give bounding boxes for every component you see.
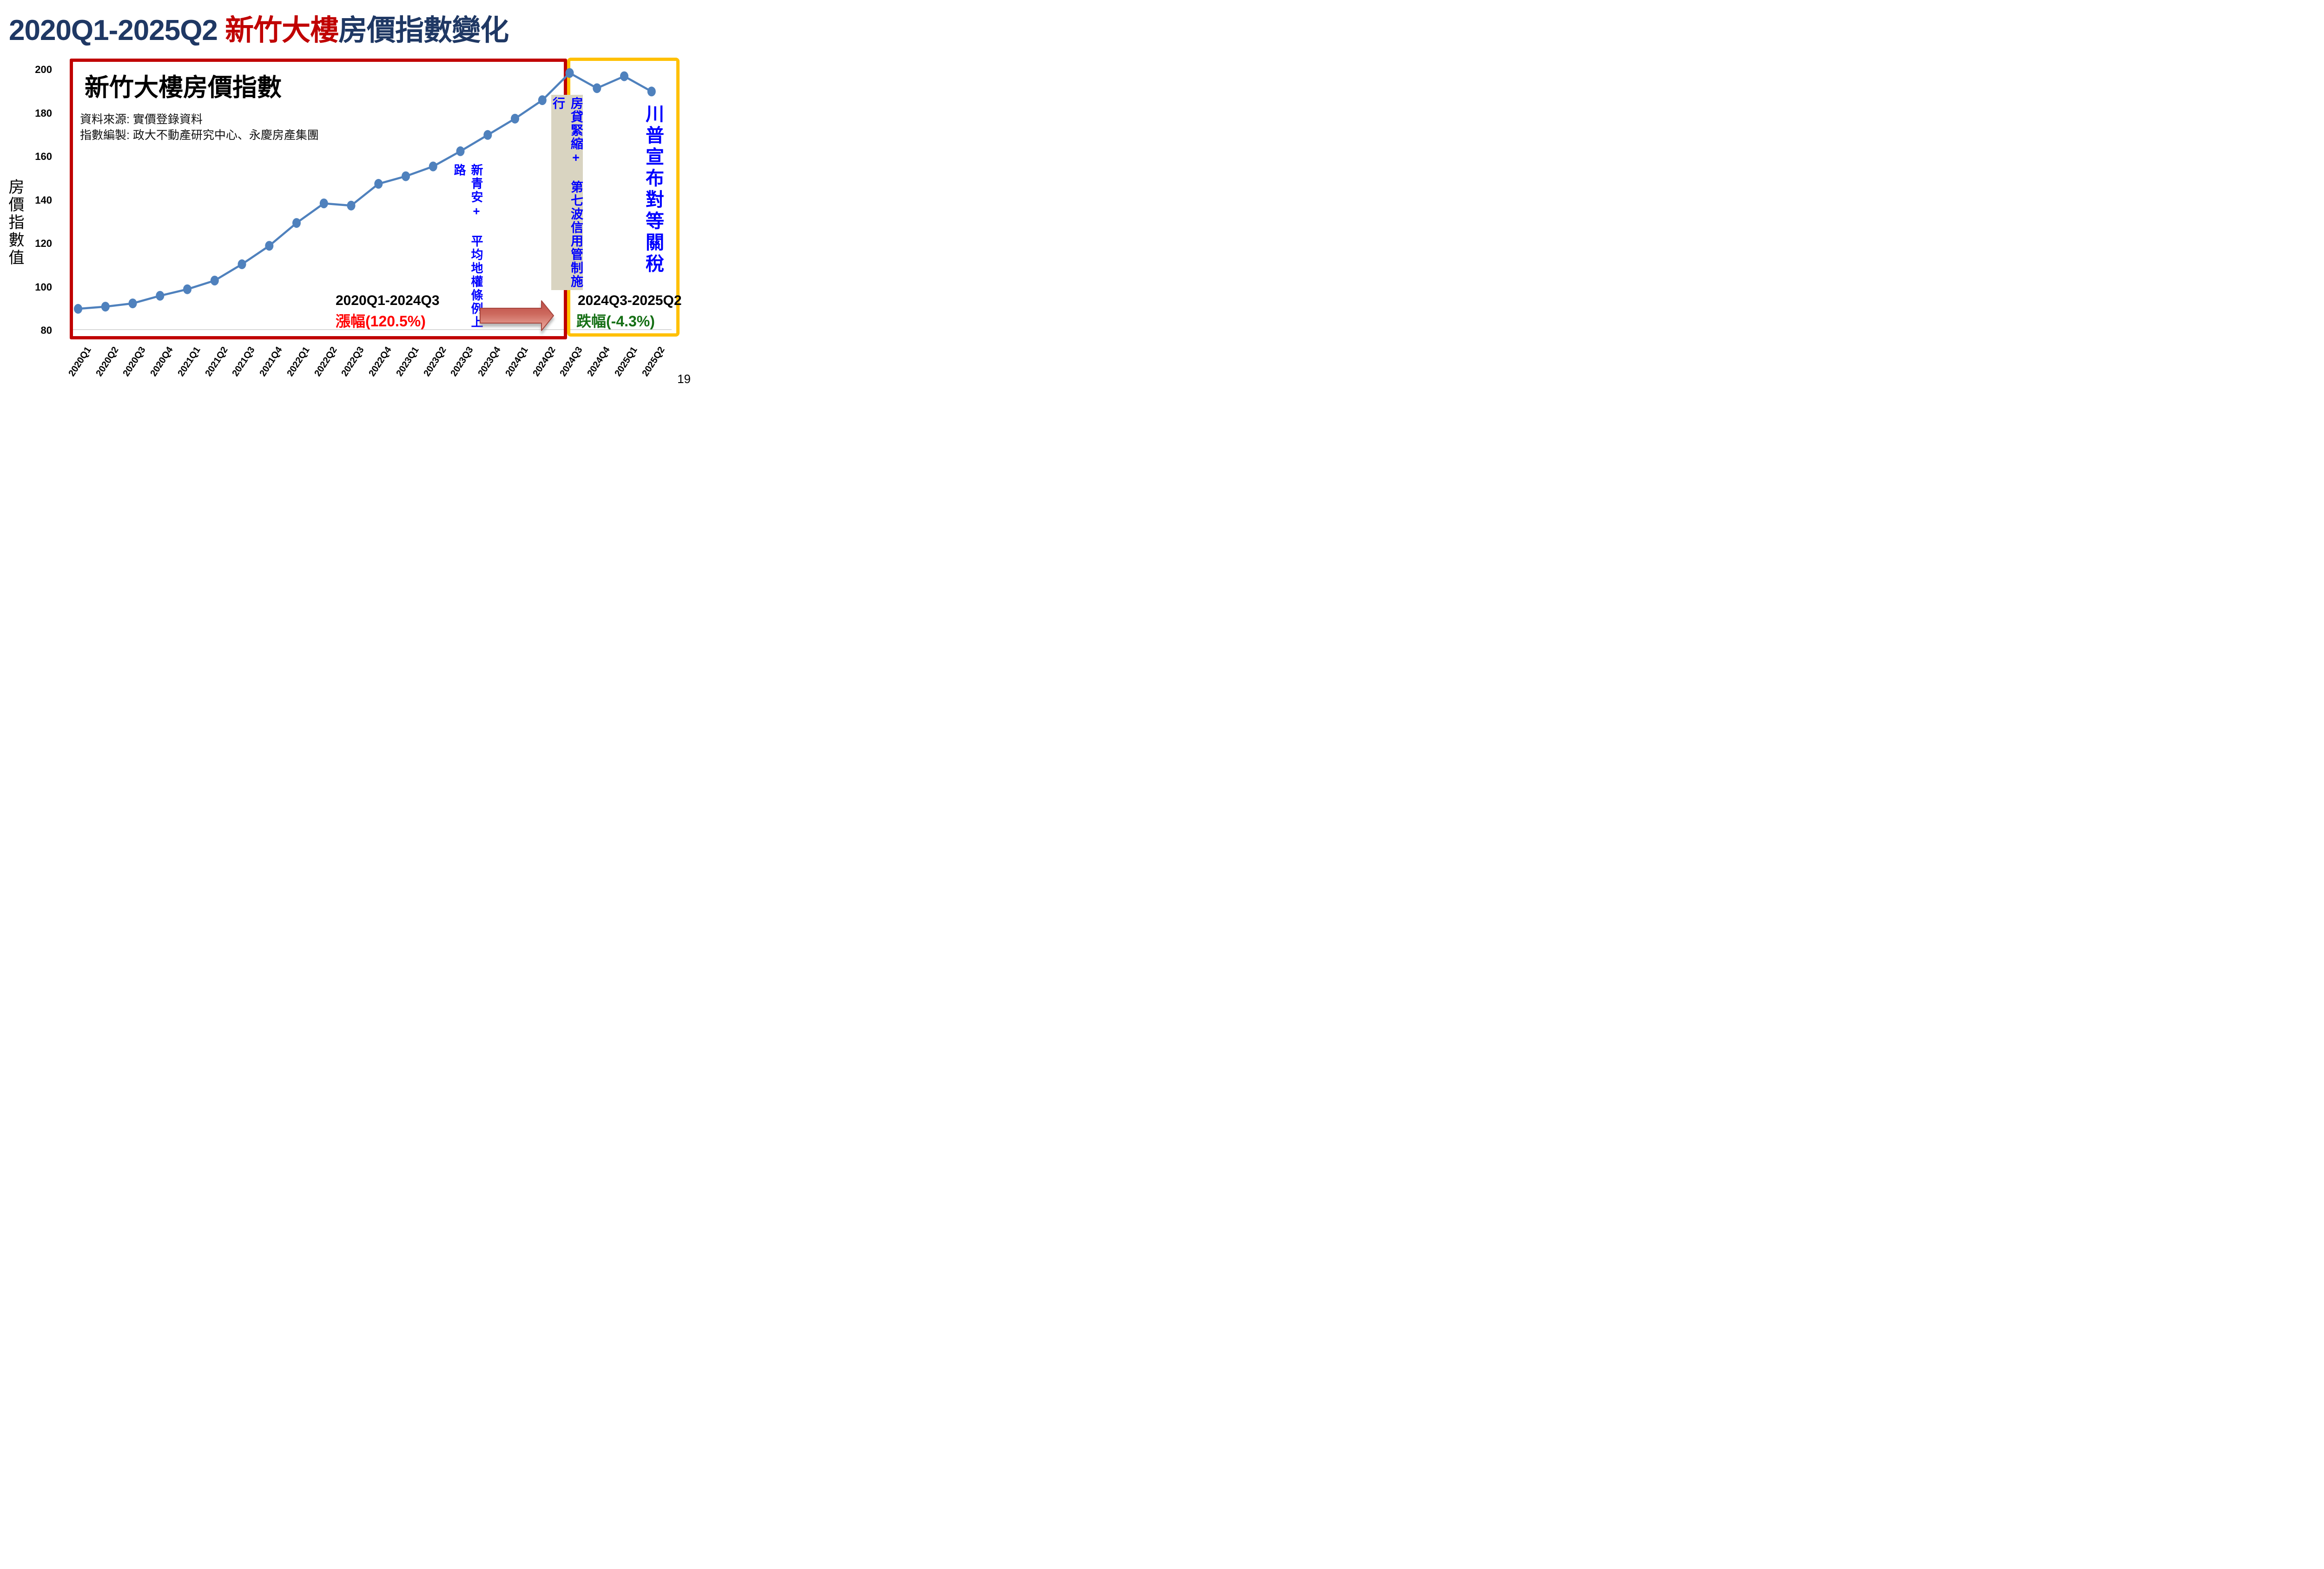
- period-fall-value: 跌幅(-4.3%): [576, 313, 655, 330]
- chart-title: 新竹大樓房價指數: [85, 74, 282, 101]
- gridline-80: [72, 329, 672, 330]
- x-axis-tick-label: 2025Q2: [640, 345, 667, 378]
- x-axis-tick-label: 2020Q3: [121, 345, 148, 378]
- period-rise-label: 2020Q1-2024Q3: [336, 293, 440, 308]
- y-axis-tick-label: 80: [40, 324, 52, 336]
- page-title: 2020Q1-2025Q2 新竹大樓房價指數變化: [9, 7, 509, 48]
- source-line-1: 資料來源: 實價登錄資料: [80, 113, 203, 126]
- y-axis-tick-label: 160: [35, 151, 52, 162]
- period-rise-value: 漲幅(120.5%): [336, 313, 426, 330]
- x-axis-tick-label: 2021Q3: [230, 345, 257, 378]
- y-axis-title: 房價指數值: [6, 179, 24, 267]
- x-axis-tick-label: 2025Q1: [613, 345, 640, 378]
- period-fall-label: 2024Q3-2025Q2: [578, 293, 682, 308]
- x-axis-tick-label: 2020Q4: [148, 345, 175, 378]
- slide: 2020Q1-2025Q2 新竹大樓房價指數變化 房價指數值 80 100 120 1…: [0, 0, 697, 392]
- source-note: 資料來源: 實價登錄資料 指數編製: 政大不動產研究中心、永慶房產集團: [80, 112, 319, 143]
- title-period-range: 2020Q1-2025Q2: [9, 14, 225, 46]
- title-highlight: 新竹大樓: [225, 14, 339, 46]
- x-axis-tick-label: 2020Q1: [66, 345, 93, 378]
- annotation-tariff: 川普宣布對等關稅: [643, 104, 663, 275]
- y-axis-tick-label: 180: [35, 107, 52, 119]
- x-axis-tick-label: 2023Q1: [394, 345, 421, 378]
- page-number: 19: [677, 372, 691, 386]
- x-axis-tick-label: 2021Q2: [203, 345, 230, 378]
- x-axis-tick-label: 2024Q3: [558, 345, 585, 378]
- x-axis-tick-label: 2020Q2: [93, 345, 121, 378]
- x-axis-tick-label: 2022Q4: [367, 345, 394, 378]
- y-axis-tick-label: 200: [35, 64, 52, 75]
- annotation-credit-control: 房貸緊縮+ 第七波信用管制施行: [551, 97, 583, 288]
- x-axis-tick-label: 2023Q4: [476, 345, 503, 378]
- x-axis-tick-label: 2024Q1: [503, 345, 530, 378]
- x-axis-tick-label: 2021Q1: [176, 345, 203, 378]
- y-axis-tick-label: 100: [35, 281, 52, 293]
- y-axis-tick-label: 140: [35, 194, 52, 206]
- x-axis-tick-label: 2021Q4: [257, 345, 284, 378]
- source-line-2: 指數編製: 政大不動產研究中心、永慶房產集團: [80, 129, 319, 142]
- y-axis-tick-label: 120: [35, 238, 52, 249]
- x-axis-tick-label: 2022Q3: [339, 345, 366, 378]
- x-axis-tick-label: 2023Q2: [421, 345, 449, 378]
- x-axis-tick-label: 2024Q2: [530, 345, 558, 378]
- x-axis-tick-label: 2024Q4: [585, 345, 612, 378]
- rise-arrow-icon: [480, 300, 554, 331]
- x-axis-tick-label: 2023Q3: [449, 345, 475, 378]
- title-suffix: 房價指數變化: [338, 14, 509, 46]
- x-axis-tick-label: 2022Q2: [312, 345, 339, 378]
- annotation-credit-control-box: 房貸緊縮+ 第七波信用管制施行: [551, 95, 583, 290]
- x-axis-tick-label: 2022Q1: [285, 345, 312, 378]
